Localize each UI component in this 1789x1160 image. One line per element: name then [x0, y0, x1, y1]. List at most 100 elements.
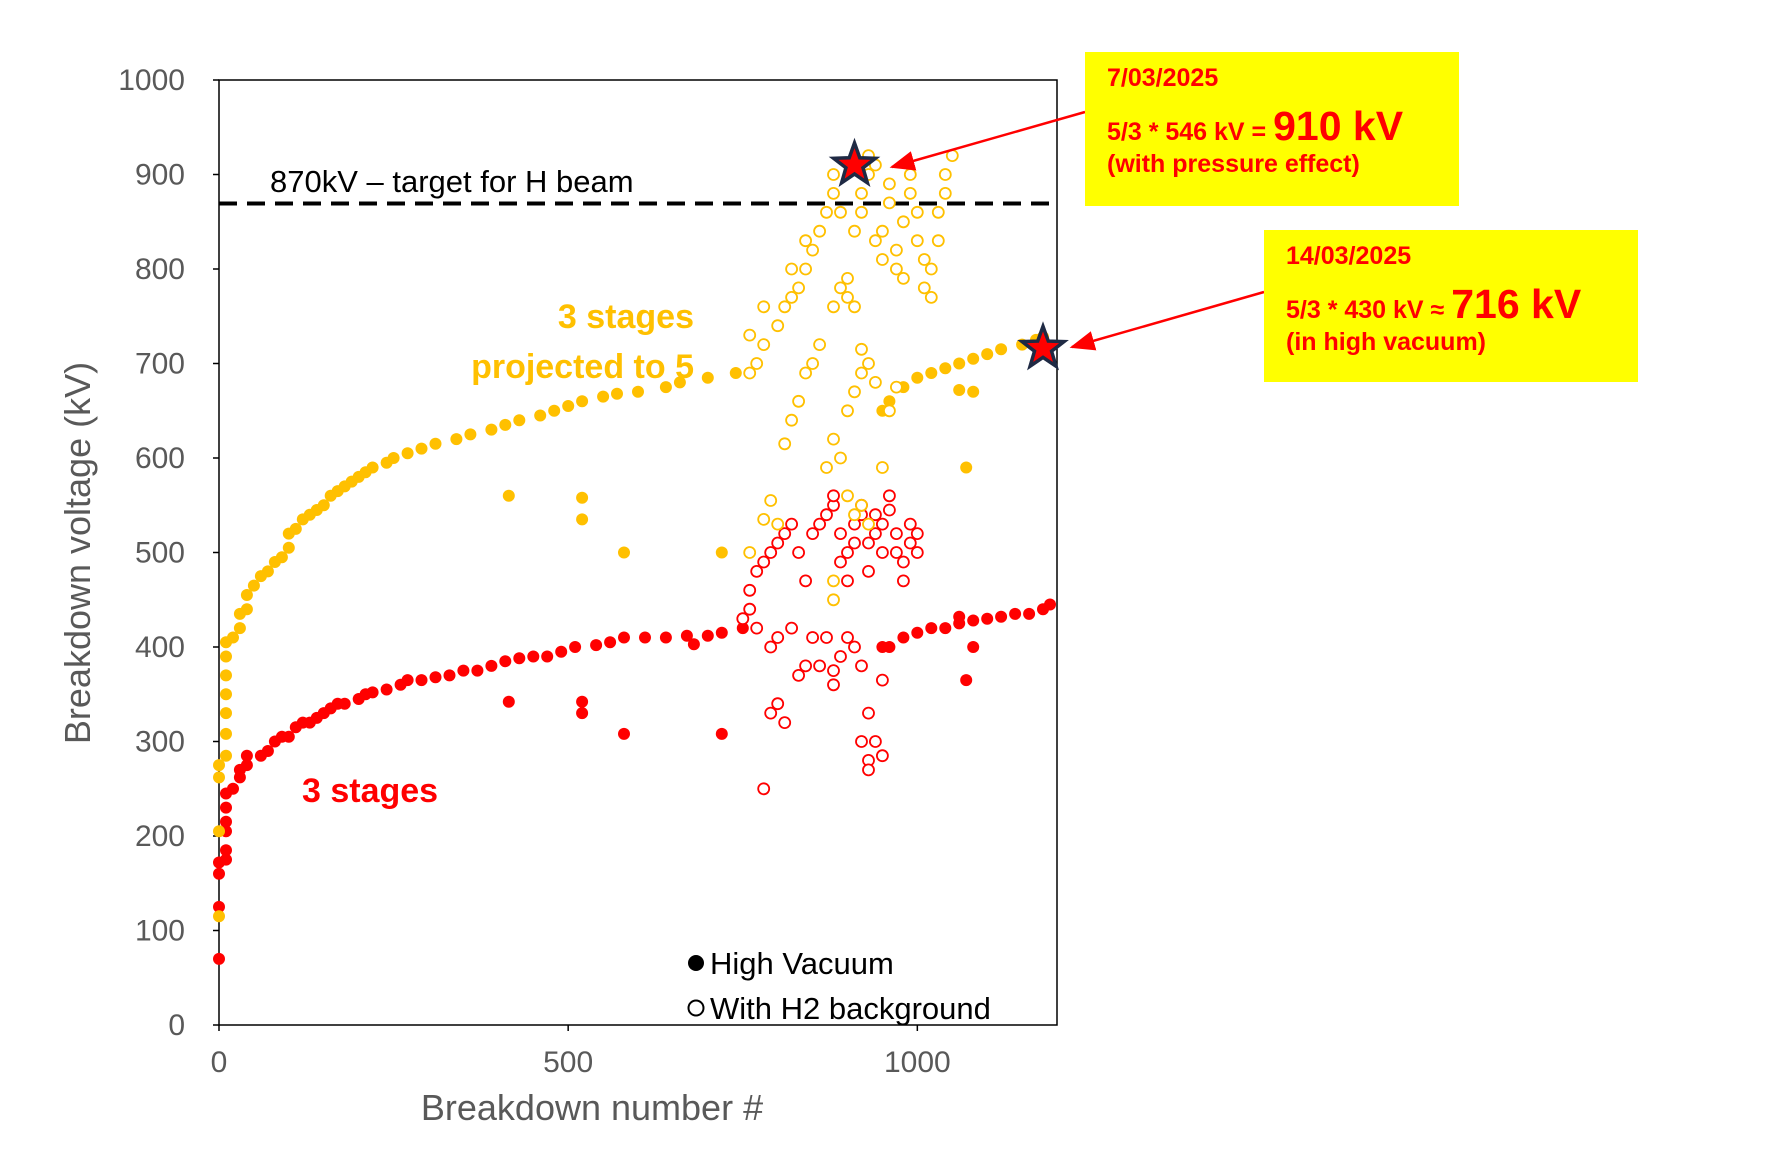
- data-point: [792, 669, 805, 682]
- data-point: [799, 262, 812, 276]
- data-point: [632, 385, 644, 398]
- data-point: [897, 574, 910, 588]
- data-point: [855, 498, 868, 512]
- data-point: [883, 503, 896, 517]
- data-point: [757, 338, 771, 352]
- data-point: [967, 614, 980, 627]
- annotation-2-value: 716 kV: [1451, 281, 1582, 327]
- annotation-1-date: 7/03/2025: [1107, 64, 1219, 92]
- data-point: [227, 631, 239, 644]
- data-point: [220, 669, 232, 682]
- data-point: [729, 367, 742, 379]
- data-point: [743, 366, 757, 380]
- y-tick-label: 300: [135, 726, 185, 759]
- data-point: [485, 423, 498, 436]
- data-point: [743, 602, 757, 616]
- data-point: [1023, 607, 1036, 620]
- data-point: [848, 224, 861, 238]
- data-point: [750, 621, 764, 635]
- data-point: [855, 342, 868, 356]
- data-point: [890, 546, 903, 559]
- x-axis-ticks: 0 500 1000: [211, 1025, 951, 1079]
- x-axis-label: Breakdown number #: [421, 1087, 763, 1128]
- data-point: [701, 371, 714, 384]
- data-point: [639, 631, 651, 644]
- data-point: [1044, 598, 1056, 611]
- data-point: [659, 381, 672, 394]
- data-point: [282, 541, 295, 554]
- data-point: [213, 910, 225, 923]
- data-point: [855, 186, 868, 200]
- data-point: [443, 669, 456, 682]
- data-point: [799, 234, 812, 248]
- data-point: [925, 622, 938, 635]
- data-point: [869, 735, 882, 748]
- data-point: [939, 362, 952, 375]
- data-point: [848, 536, 861, 550]
- data-point: [618, 546, 630, 559]
- data-point: [220, 650, 232, 663]
- data-point: [569, 641, 582, 653]
- data-point: [502, 695, 515, 708]
- series-label-projected-line1: 3 stages: [558, 298, 694, 336]
- data-point: [848, 640, 861, 654]
- data-point: [401, 674, 414, 687]
- data-point: [743, 546, 757, 559]
- data-point: [917, 281, 931, 295]
- data-point: [618, 727, 630, 740]
- data-point: [960, 461, 973, 474]
- data-point: [757, 555, 771, 569]
- data-point: [527, 650, 540, 663]
- data-point: [778, 527, 792, 540]
- data-point: [792, 281, 805, 295]
- data-point: [213, 771, 225, 784]
- data-point: [513, 652, 526, 665]
- annotation-1-expr: 5/3 * 546 kV =: [1107, 118, 1267, 146]
- annotation-2-formula: 5/3 * 430 kV ≈ 716 kV: [1286, 281, 1638, 328]
- data-point: [673, 376, 686, 389]
- legend-open-label: With H2 background: [710, 991, 991, 1026]
- data-point: [876, 673, 889, 687]
- data-point: [903, 536, 917, 550]
- data-point: [841, 574, 854, 588]
- data-point: [841, 489, 854, 503]
- data-point: [995, 343, 1008, 356]
- data-point: [995, 610, 1008, 623]
- data-point: [743, 328, 757, 342]
- data-point: [220, 815, 232, 828]
- data-point: [562, 400, 575, 412]
- data-point: [415, 674, 428, 687]
- data-point: [429, 437, 442, 450]
- data-point: [1009, 607, 1022, 620]
- data-point: [778, 300, 792, 314]
- data-point: [910, 234, 924, 248]
- data-point: [680, 629, 693, 642]
- data-point: [429, 671, 442, 684]
- y-tick-label: 500: [135, 537, 185, 570]
- data-point: [785, 290, 798, 304]
- data-point: [834, 205, 847, 219]
- data-point: [820, 508, 833, 522]
- data-point: [883, 404, 896, 418]
- annotation-box-2: 14/03/2025 5/3 * 430 kV ≈ 716 kV (in hig…: [1264, 230, 1638, 382]
- annotation-2-note: (in high vacuum): [1286, 328, 1486, 356]
- data-point: [338, 697, 351, 710]
- data-point: [785, 621, 798, 635]
- y-tick-label: 800: [135, 253, 185, 286]
- data-point: [736, 612, 750, 626]
- x-tick-label: 0: [211, 1046, 228, 1079]
- data-point: [827, 489, 840, 503]
- data-point: [576, 513, 589, 526]
- data-point: [869, 527, 882, 540]
- data-point: [213, 825, 225, 838]
- data-point: [911, 371, 924, 384]
- data-point: [220, 801, 232, 814]
- data-point: [897, 631, 910, 644]
- data-point: [499, 418, 512, 431]
- data-point: [806, 243, 819, 257]
- annotation-2-date: 14/03/2025: [1286, 242, 1412, 270]
- data-point: [220, 749, 232, 762]
- data-point: [813, 659, 826, 673]
- data-point: [827, 574, 840, 588]
